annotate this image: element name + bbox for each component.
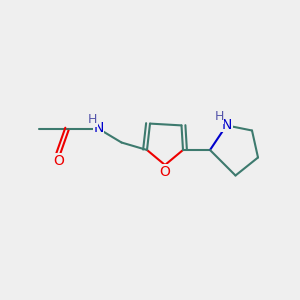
- Text: H: H: [88, 113, 97, 126]
- Text: O: O: [53, 154, 64, 168]
- Text: N: N: [93, 122, 103, 135]
- Text: N: N: [222, 118, 232, 132]
- Text: H: H: [214, 110, 224, 123]
- Text: O: O: [160, 165, 170, 178]
